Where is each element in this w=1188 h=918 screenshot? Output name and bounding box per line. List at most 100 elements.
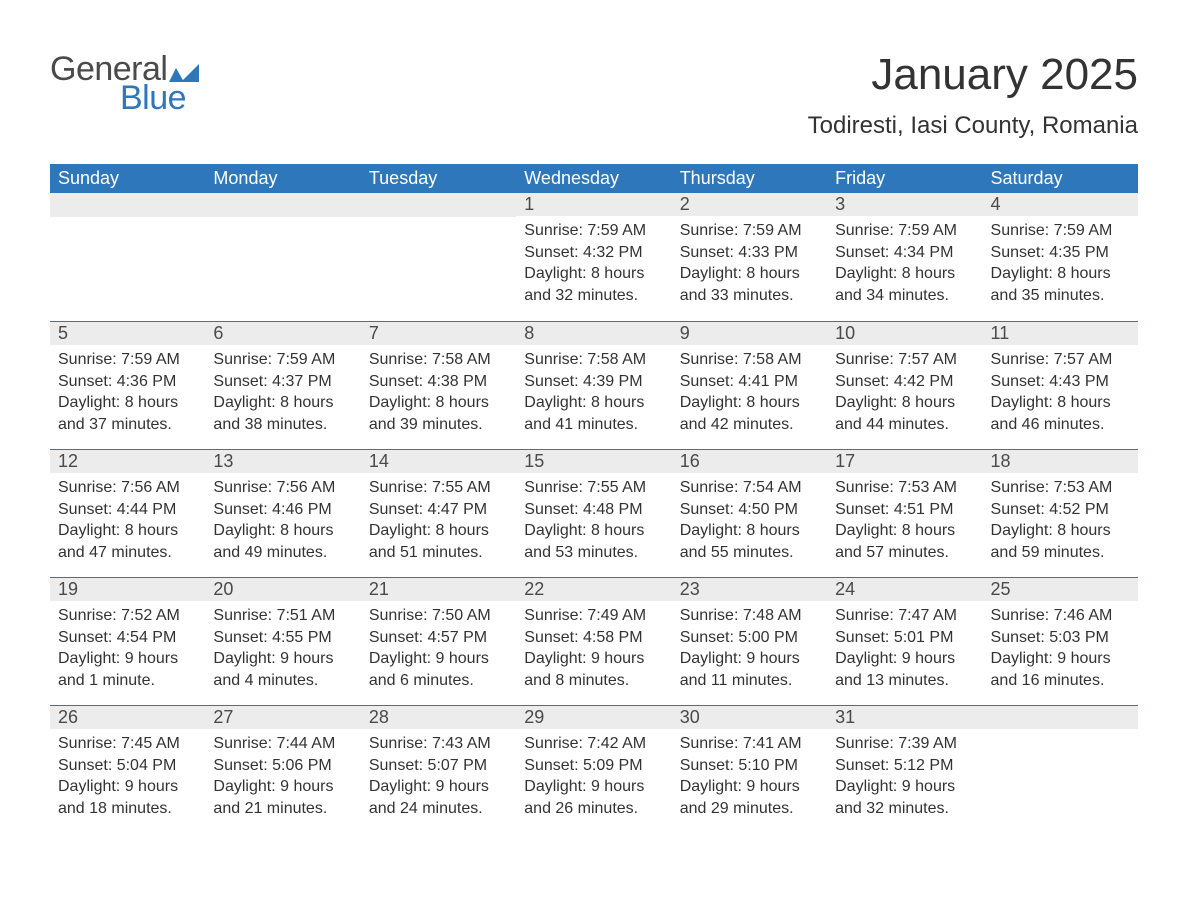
sunrise-line: Sunrise: 7:41 AM: [680, 733, 819, 755]
day-details: Sunrise: 7:44 AMSunset: 5:06 PMDaylight:…: [205, 729, 360, 827]
daylight-line: Daylight: 8 hours and 59 minutes.: [991, 520, 1130, 563]
day-number: 21: [361, 577, 516, 601]
day-number: 30: [672, 705, 827, 729]
sunset-line: Sunset: 4:37 PM: [213, 371, 352, 393]
sunset-line: Sunset: 4:52 PM: [991, 499, 1130, 521]
day-cell: 4Sunrise: 7:59 AMSunset: 4:35 PMDaylight…: [983, 193, 1138, 321]
title-block: January 2025 Todiresti, Iasi County, Rom…: [808, 50, 1138, 140]
calendar-table: SundayMondayTuesdayWednesdayThursdayFrid…: [50, 164, 1138, 833]
day-number: 25: [983, 577, 1138, 601]
daylight-line: Daylight: 8 hours and 44 minutes.: [835, 392, 974, 435]
day-number: 6: [205, 321, 360, 345]
daylight-line: Daylight: 8 hours and 53 minutes.: [524, 520, 663, 563]
day-details: Sunrise: 7:56 AMSunset: 4:46 PMDaylight:…: [205, 473, 360, 571]
daylight-line: Daylight: 8 hours and 47 minutes.: [58, 520, 197, 563]
sunrise-line: Sunrise: 7:59 AM: [524, 220, 663, 242]
sunset-line: Sunset: 5:03 PM: [991, 627, 1130, 649]
week-row: 26Sunrise: 7:45 AMSunset: 5:04 PMDayligh…: [50, 705, 1138, 833]
sunrise-line: Sunrise: 7:56 AM: [58, 477, 197, 499]
day-cell: 9Sunrise: 7:58 AMSunset: 4:41 PMDaylight…: [672, 321, 827, 449]
day-cell: 8Sunrise: 7:58 AMSunset: 4:39 PMDaylight…: [516, 321, 671, 449]
daylight-line: Daylight: 8 hours and 35 minutes.: [991, 263, 1130, 306]
day-cell: 24Sunrise: 7:47 AMSunset: 5:01 PMDayligh…: [827, 577, 982, 705]
daylight-line: Daylight: 9 hours and 6 minutes.: [369, 648, 508, 691]
day-details: Sunrise: 7:58 AMSunset: 4:41 PMDaylight:…: [672, 345, 827, 443]
day-cell: 14Sunrise: 7:55 AMSunset: 4:47 PMDayligh…: [361, 449, 516, 577]
day-number: 29: [516, 705, 671, 729]
day-number: 18: [983, 449, 1138, 473]
day-cell: [983, 705, 1138, 833]
day-details: Sunrise: 7:57 AMSunset: 4:43 PMDaylight:…: [983, 345, 1138, 443]
weekday-header: Thursday: [672, 164, 827, 193]
day-number-row: [205, 193, 360, 217]
daylight-line: Daylight: 8 hours and 41 minutes.: [524, 392, 663, 435]
day-details: Sunrise: 7:47 AMSunset: 5:01 PMDaylight:…: [827, 601, 982, 699]
day-details: Sunrise: 7:39 AMSunset: 5:12 PMDaylight:…: [827, 729, 982, 827]
day-number: 20: [205, 577, 360, 601]
week-row: 1Sunrise: 7:59 AMSunset: 4:32 PMDaylight…: [50, 193, 1138, 321]
sunrise-line: Sunrise: 7:58 AM: [680, 349, 819, 371]
sunset-line: Sunset: 5:10 PM: [680, 755, 819, 777]
day-cell: 26Sunrise: 7:45 AMSunset: 5:04 PMDayligh…: [50, 705, 205, 833]
sunrise-line: Sunrise: 7:53 AM: [835, 477, 974, 499]
day-cell: 7Sunrise: 7:58 AMSunset: 4:38 PMDaylight…: [361, 321, 516, 449]
day-cell: 2Sunrise: 7:59 AMSunset: 4:33 PMDaylight…: [672, 193, 827, 321]
day-details: Sunrise: 7:50 AMSunset: 4:57 PMDaylight:…: [361, 601, 516, 699]
day-details: Sunrise: 7:56 AMSunset: 4:44 PMDaylight:…: [50, 473, 205, 571]
sunset-line: Sunset: 4:46 PM: [213, 499, 352, 521]
day-details: Sunrise: 7:41 AMSunset: 5:10 PMDaylight:…: [672, 729, 827, 827]
day-cell: 3Sunrise: 7:59 AMSunset: 4:34 PMDaylight…: [827, 193, 982, 321]
sunset-line: Sunset: 4:32 PM: [524, 242, 663, 264]
sunrise-line: Sunrise: 7:59 AM: [213, 349, 352, 371]
daylight-line: Daylight: 8 hours and 37 minutes.: [58, 392, 197, 435]
day-cell: 17Sunrise: 7:53 AMSunset: 4:51 PMDayligh…: [827, 449, 982, 577]
day-details: Sunrise: 7:55 AMSunset: 4:48 PMDaylight:…: [516, 473, 671, 571]
day-details: Sunrise: 7:59 AMSunset: 4:37 PMDaylight:…: [205, 345, 360, 443]
day-number: 4: [983, 193, 1138, 216]
weekday-header: Tuesday: [361, 164, 516, 193]
day-cell: 10Sunrise: 7:57 AMSunset: 4:42 PMDayligh…: [827, 321, 982, 449]
day-cell: 25Sunrise: 7:46 AMSunset: 5:03 PMDayligh…: [983, 577, 1138, 705]
sunrise-line: Sunrise: 7:39 AM: [835, 733, 974, 755]
sunset-line: Sunset: 4:57 PM: [369, 627, 508, 649]
week-row: 12Sunrise: 7:56 AMSunset: 4:44 PMDayligh…: [50, 449, 1138, 577]
sunrise-line: Sunrise: 7:50 AM: [369, 605, 508, 627]
sunset-line: Sunset: 4:35 PM: [991, 242, 1130, 264]
day-number: 1: [516, 193, 671, 216]
sunset-line: Sunset: 4:51 PM: [835, 499, 974, 521]
sunset-line: Sunset: 5:00 PM: [680, 627, 819, 649]
day-cell: 5Sunrise: 7:59 AMSunset: 4:36 PMDaylight…: [50, 321, 205, 449]
day-cell: 28Sunrise: 7:43 AMSunset: 5:07 PMDayligh…: [361, 705, 516, 833]
sunset-line: Sunset: 4:48 PM: [524, 499, 663, 521]
week-row: 5Sunrise: 7:59 AMSunset: 4:36 PMDaylight…: [50, 321, 1138, 449]
week-row: 19Sunrise: 7:52 AMSunset: 4:54 PMDayligh…: [50, 577, 1138, 705]
sunset-line: Sunset: 4:54 PM: [58, 627, 197, 649]
daylight-line: Daylight: 9 hours and 32 minutes.: [835, 776, 974, 819]
day-details: Sunrise: 7:58 AMSunset: 4:39 PMDaylight:…: [516, 345, 671, 443]
day-number: 16: [672, 449, 827, 473]
sunrise-line: Sunrise: 7:48 AM: [680, 605, 819, 627]
daylight-line: Daylight: 9 hours and 4 minutes.: [213, 648, 352, 691]
day-number: 28: [361, 705, 516, 729]
sunrise-line: Sunrise: 7:53 AM: [991, 477, 1130, 499]
day-details: Sunrise: 7:46 AMSunset: 5:03 PMDaylight:…: [983, 601, 1138, 699]
day-details: Sunrise: 7:52 AMSunset: 4:54 PMDaylight:…: [50, 601, 205, 699]
sunset-line: Sunset: 4:47 PM: [369, 499, 508, 521]
sunset-line: Sunset: 4:36 PM: [58, 371, 197, 393]
day-details: Sunrise: 7:42 AMSunset: 5:09 PMDaylight:…: [516, 729, 671, 827]
day-number: 12: [50, 449, 205, 473]
sunrise-line: Sunrise: 7:52 AM: [58, 605, 197, 627]
sunrise-line: Sunrise: 7:54 AM: [680, 477, 819, 499]
day-details: Sunrise: 7:59 AMSunset: 4:33 PMDaylight:…: [672, 216, 827, 314]
day-details: Sunrise: 7:54 AMSunset: 4:50 PMDaylight:…: [672, 473, 827, 571]
daylight-line: Daylight: 9 hours and 21 minutes.: [213, 776, 352, 819]
flag-icon: [169, 60, 199, 82]
sunset-line: Sunset: 4:58 PM: [524, 627, 663, 649]
sunrise-line: Sunrise: 7:59 AM: [680, 220, 819, 242]
day-cell: 20Sunrise: 7:51 AMSunset: 4:55 PMDayligh…: [205, 577, 360, 705]
day-details: Sunrise: 7:59 AMSunset: 4:35 PMDaylight:…: [983, 216, 1138, 314]
sunrise-line: Sunrise: 7:45 AM: [58, 733, 197, 755]
sunrise-line: Sunrise: 7:58 AM: [524, 349, 663, 371]
location: Todiresti, Iasi County, Romania: [808, 112, 1138, 140]
day-number-row: [50, 193, 205, 217]
